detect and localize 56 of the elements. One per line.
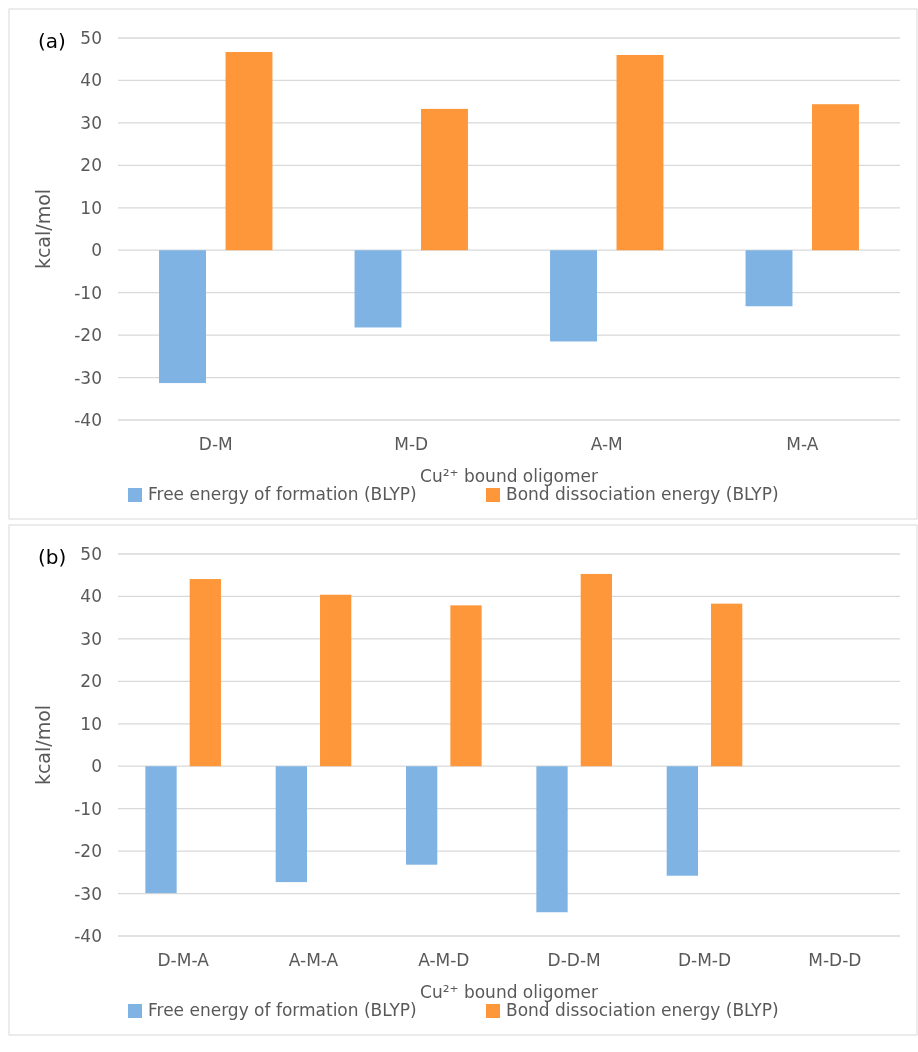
bar <box>320 594 352 767</box>
y-tick-label: 10 <box>80 713 102 734</box>
bar <box>616 54 664 251</box>
y-tick-label: 0 <box>91 240 102 261</box>
x-tick-label: D-D-M <box>547 950 601 970</box>
x-tick-label: D-M-A <box>157 950 210 970</box>
x-tick-label: A-M-A <box>288 950 339 970</box>
y-tick-label: 40 <box>80 586 102 607</box>
x-axis-title: Cu²⁺ bound oligomer <box>420 466 598 486</box>
x-tick-label: D-M <box>198 434 233 454</box>
bar <box>159 250 206 384</box>
bar <box>189 579 221 767</box>
y-axis-title: kcal/mol <box>32 188 54 270</box>
y-tick-label: -30 <box>74 367 102 388</box>
bar <box>145 766 177 894</box>
y-tick-label: 30 <box>80 628 102 649</box>
bar <box>745 250 793 307</box>
legend-label: Free energy of formation (BLYP) <box>148 1000 417 1020</box>
y-tick-label: -20 <box>74 841 102 862</box>
y-tick-label: 40 <box>80 70 102 91</box>
x-tick-label: D-M-D <box>677 950 732 970</box>
legend-label: Free energy of formation (BLYP) <box>148 484 417 504</box>
bar <box>421 108 468 251</box>
x-tick-label: A-M <box>590 434 623 454</box>
x-tick-label: M-D-D <box>808 950 862 970</box>
bar <box>550 250 597 342</box>
y-tick-label: 10 <box>80 197 102 218</box>
bar <box>450 605 482 767</box>
x-axis-title: Cu²⁺ bound oligomer <box>420 982 598 1002</box>
chart-title: (a) <box>38 29 66 53</box>
y-tick-label: -30 <box>74 883 102 904</box>
bar <box>666 766 698 876</box>
y-tick-label: -40 <box>74 925 102 946</box>
y-tick-label: 20 <box>80 155 102 176</box>
bar <box>536 766 568 913</box>
bar <box>406 766 438 865</box>
y-tick-label: -10 <box>74 798 102 819</box>
y-tick-label: -20 <box>74 325 102 346</box>
y-tick-label: -40 <box>74 409 102 430</box>
y-tick-label: 20 <box>80 671 102 692</box>
bar <box>711 603 743 767</box>
x-tick-label: M-D <box>394 434 429 454</box>
y-tick-label: 50 <box>80 543 102 564</box>
y-axis-title: kcal/mol <box>32 704 54 786</box>
chart-title: (b) <box>38 545 67 569</box>
y-tick-label: 30 <box>80 112 102 133</box>
bar <box>812 104 859 251</box>
bar <box>225 52 273 251</box>
bar <box>580 573 612 767</box>
y-tick-label: 50 <box>80 27 102 48</box>
x-tick-label: A-M-D <box>418 950 470 970</box>
y-tick-label: -10 <box>74 282 102 303</box>
y-tick-label: 0 <box>91 756 102 777</box>
bar <box>354 250 402 328</box>
x-tick-label: M-A <box>786 434 819 454</box>
bar <box>275 766 307 883</box>
